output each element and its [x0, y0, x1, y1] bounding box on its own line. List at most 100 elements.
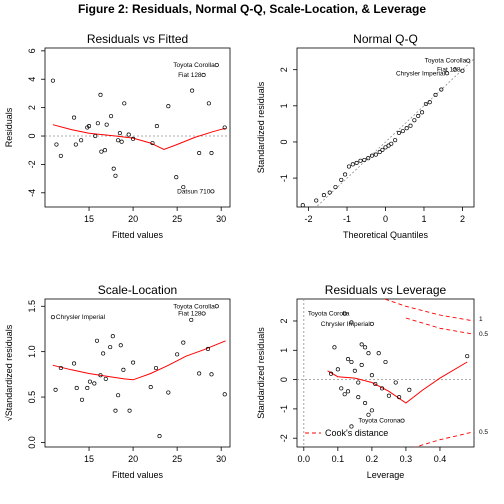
y-tick-label: 2: [279, 67, 289, 72]
data-point: [85, 385, 90, 391]
panel-title: Residuals vs Fitted: [87, 32, 188, 46]
data-point: [209, 372, 214, 377]
data-point: [366, 412, 371, 417]
data-point: [87, 379, 92, 384]
data-point: [205, 346, 211, 351]
data-point: [119, 139, 124, 144]
data-point: [354, 160, 359, 165]
data-point: [349, 359, 354, 365]
y-axis-label: Standardized residuals: [256, 327, 266, 419]
data-point: [359, 342, 364, 347]
y-tick-label: -2: [279, 434, 289, 442]
y-tick-label: -2: [27, 160, 37, 168]
data-point: [362, 157, 367, 163]
data-point: [460, 68, 465, 73]
data-point: [335, 367, 340, 372]
cooks-contour-1: [383, 299, 474, 322]
y-axis-label: Residuals: [4, 107, 14, 147]
plot-area: [300, 58, 474, 207]
data-point: [363, 345, 368, 350]
panel-normal-qq: Normal Q-Q Theoretical Quantiles Standardi…: [256, 32, 475, 240]
data-point: [157, 434, 162, 439]
x-axis-label: Leverage: [367, 470, 405, 480]
data-point: [175, 352, 180, 357]
data-point: [72, 115, 77, 120]
point-label: Toyota Corona: [358, 418, 401, 425]
data-point: [352, 368, 357, 373]
smooth-line: [52, 340, 226, 381]
y-axis-label: √Standardized residuals: [4, 324, 14, 421]
data-point: [79, 397, 85, 402]
x-tick-label: -2: [305, 214, 313, 224]
y-tick-label: 0.5: [27, 391, 37, 404]
legend-cooks-label: Cook's distance: [325, 428, 388, 438]
data-point: [452, 67, 457, 72]
data-point: [197, 151, 202, 156]
data-point: [166, 390, 171, 395]
data-point: [99, 149, 104, 154]
data-point: [412, 118, 417, 123]
data-point: [376, 351, 381, 356]
data-point: [113, 173, 118, 178]
plot-area: [50, 304, 227, 439]
data-point: [383, 359, 388, 365]
y-tick-label: 6: [27, 48, 37, 53]
data-point: [79, 138, 84, 143]
contour-label: 1: [479, 316, 483, 323]
data-point: [190, 88, 195, 93]
data-point: [383, 145, 388, 150]
data-point: [363, 400, 368, 406]
point-label: Fiat 128: [178, 311, 202, 318]
data-point: [103, 376, 108, 381]
data-point: [332, 345, 337, 350]
plot-area: [297, 299, 474, 447]
data-point: [214, 62, 219, 68]
panel-title: Normal Q-Q: [353, 32, 418, 46]
data-point: [407, 387, 412, 392]
data-point: [369, 408, 374, 413]
point-label: Toyota Corolla: [173, 303, 215, 310]
data-point: [113, 408, 118, 413]
data-point: [339, 177, 344, 182]
data-point: [359, 362, 364, 367]
data-point: [58, 365, 63, 371]
data-point: [148, 385, 153, 390]
x-tick-label: 0: [383, 214, 388, 224]
data-point: [466, 58, 471, 63]
x-axis-label: Fitted values: [112, 230, 164, 240]
point-label: Datsun 710: [177, 188, 211, 195]
data-point: [102, 148, 107, 153]
data-point: [189, 317, 194, 322]
data-point: [377, 150, 382, 155]
point-label: Chrysler Imperial: [56, 314, 106, 321]
data-point: [408, 123, 413, 128]
cooks-contour-0.5-upper: [405, 317, 474, 335]
contour-label: 0.5: [479, 331, 488, 338]
data-point: [356, 395, 361, 400]
data-point: [50, 78, 55, 83]
data-point: [58, 153, 63, 158]
point-label: Fiat 128: [178, 72, 202, 79]
plot-area: [45, 62, 230, 194]
point-label: Fiat 128: [437, 67, 461, 74]
data-point: [109, 114, 114, 119]
data-point: [386, 143, 391, 148]
data-point: [342, 311, 347, 316]
data-point: [95, 121, 100, 126]
data-point: [369, 321, 374, 326]
x-tick-label: -1: [343, 214, 351, 224]
y-tick-label: 1: [279, 348, 289, 353]
x-tick-label: 30: [216, 214, 226, 224]
data-point: [427, 100, 432, 105]
x-tick-label: 25: [172, 454, 182, 464]
data-point: [373, 381, 378, 387]
data-point: [50, 315, 55, 320]
data-point: [174, 175, 179, 180]
data-point: [150, 141, 155, 146]
data-point: [153, 365, 159, 371]
qq-reference-line: [315, 58, 474, 207]
data-point: [117, 131, 122, 136]
data-point: [420, 110, 425, 115]
data-point: [206, 101, 211, 106]
